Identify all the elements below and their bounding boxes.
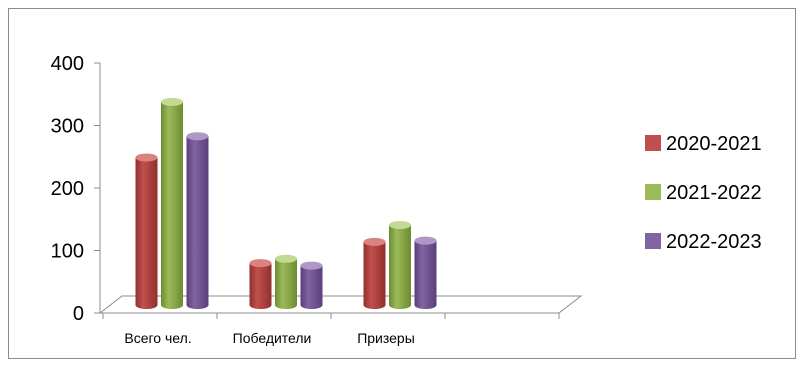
x-category-label: Всего чел. (124, 330, 191, 346)
y-tick-label: 400 (51, 53, 84, 75)
bar-top (414, 236, 437, 245)
legend-item: 2020-2021 (645, 133, 762, 155)
bar-body (389, 225, 411, 309)
bar (275, 254, 297, 309)
bar-body (363, 241, 386, 309)
bar (389, 221, 411, 309)
bar (186, 132, 209, 309)
y-tick-label: 300 (51, 116, 84, 138)
bar-top (300, 261, 323, 270)
legend-label: 2022-2023 (666, 231, 762, 253)
chart-axes (94, 62, 583, 319)
legend-swatch (645, 184, 661, 200)
legend-swatch (645, 135, 661, 151)
legend: 2020-2021 2021-2022 2022-2023 (645, 133, 762, 253)
chart-floor (98, 295, 583, 314)
x-category-labels: Всего чел. Победители Призеры (124, 330, 414, 346)
bar (363, 237, 386, 309)
bar-body (300, 265, 323, 309)
y-tick-labels: 0 100 200 300 400 (51, 53, 84, 325)
bar-top (135, 153, 158, 162)
bar (249, 259, 272, 309)
bar-top (186, 132, 209, 141)
legend-item: 2021-2022 (645, 182, 762, 204)
legend-swatch (645, 233, 661, 249)
y-tick-label: 100 (51, 241, 84, 263)
bar (161, 97, 183, 309)
bar-top (363, 237, 386, 246)
legend-label: 2021-2022 (666, 182, 762, 204)
bar-top (389, 221, 411, 229)
chart-bars (135, 97, 437, 309)
y-tick-label: 200 (51, 178, 84, 200)
bar-body (135, 157, 158, 309)
y-tick-label: 0 (73, 303, 84, 325)
legend-item: 2022-2023 (645, 231, 762, 253)
bar-body (249, 263, 272, 309)
chart-border (8, 8, 796, 359)
bar-top (275, 254, 297, 263)
bar-top (249, 259, 272, 268)
bar-body (414, 240, 437, 309)
bar-body (186, 136, 209, 309)
bar (414, 236, 437, 309)
bar-body (275, 258, 297, 309)
bar (135, 153, 158, 309)
bar-body (161, 101, 183, 309)
bar (300, 261, 323, 309)
legend-label: 2020-2021 (666, 133, 762, 155)
chart-border-rect (8, 8, 796, 359)
x-category-label: Призеры (357, 330, 415, 346)
x-category-label: Победители (233, 330, 312, 346)
bar-top (161, 97, 183, 106)
